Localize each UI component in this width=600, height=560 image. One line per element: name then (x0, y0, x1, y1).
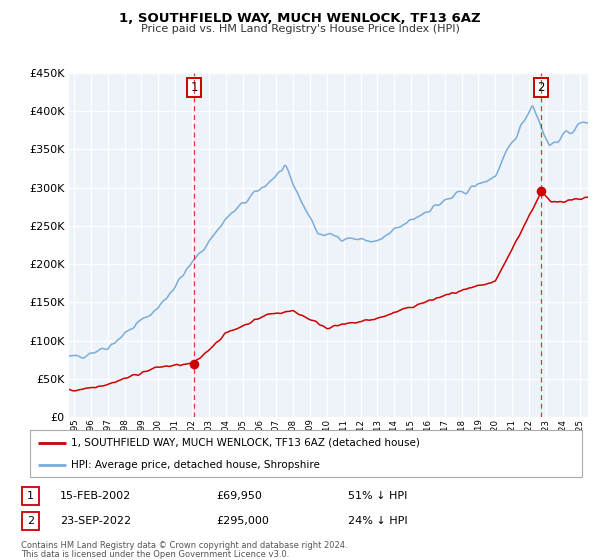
Text: 2: 2 (27, 516, 34, 526)
FancyBboxPatch shape (22, 487, 39, 505)
Text: 1, SOUTHFIELD WAY, MUCH WENLOCK, TF13 6AZ: 1, SOUTHFIELD WAY, MUCH WENLOCK, TF13 6A… (119, 12, 481, 25)
Text: Contains HM Land Registry data © Crown copyright and database right 2024.: Contains HM Land Registry data © Crown c… (21, 541, 347, 550)
Text: 15-FEB-2002: 15-FEB-2002 (60, 491, 131, 501)
Text: This data is licensed under the Open Government Licence v3.0.: This data is licensed under the Open Gov… (21, 550, 289, 559)
Point (189, 359, 199, 368)
Text: £69,950: £69,950 (216, 491, 262, 501)
Point (536, 187, 546, 196)
Text: 51% ↓ HPI: 51% ↓ HPI (348, 491, 407, 501)
Text: 23-SEP-2022: 23-SEP-2022 (60, 516, 131, 526)
FancyBboxPatch shape (22, 512, 39, 530)
Text: 1, SOUTHFIELD WAY, MUCH WENLOCK, TF13 6AZ (detached house): 1, SOUTHFIELD WAY, MUCH WENLOCK, TF13 6A… (71, 438, 420, 448)
FancyBboxPatch shape (30, 430, 582, 477)
Text: £295,000: £295,000 (216, 516, 269, 526)
Text: 2: 2 (538, 81, 545, 95)
Text: 1: 1 (27, 491, 34, 501)
Text: Price paid vs. HM Land Registry's House Price Index (HPI): Price paid vs. HM Land Registry's House … (140, 24, 460, 34)
Text: 1: 1 (190, 81, 198, 95)
Text: 24% ↓ HPI: 24% ↓ HPI (348, 516, 407, 526)
Text: HPI: Average price, detached house, Shropshire: HPI: Average price, detached house, Shro… (71, 460, 320, 470)
